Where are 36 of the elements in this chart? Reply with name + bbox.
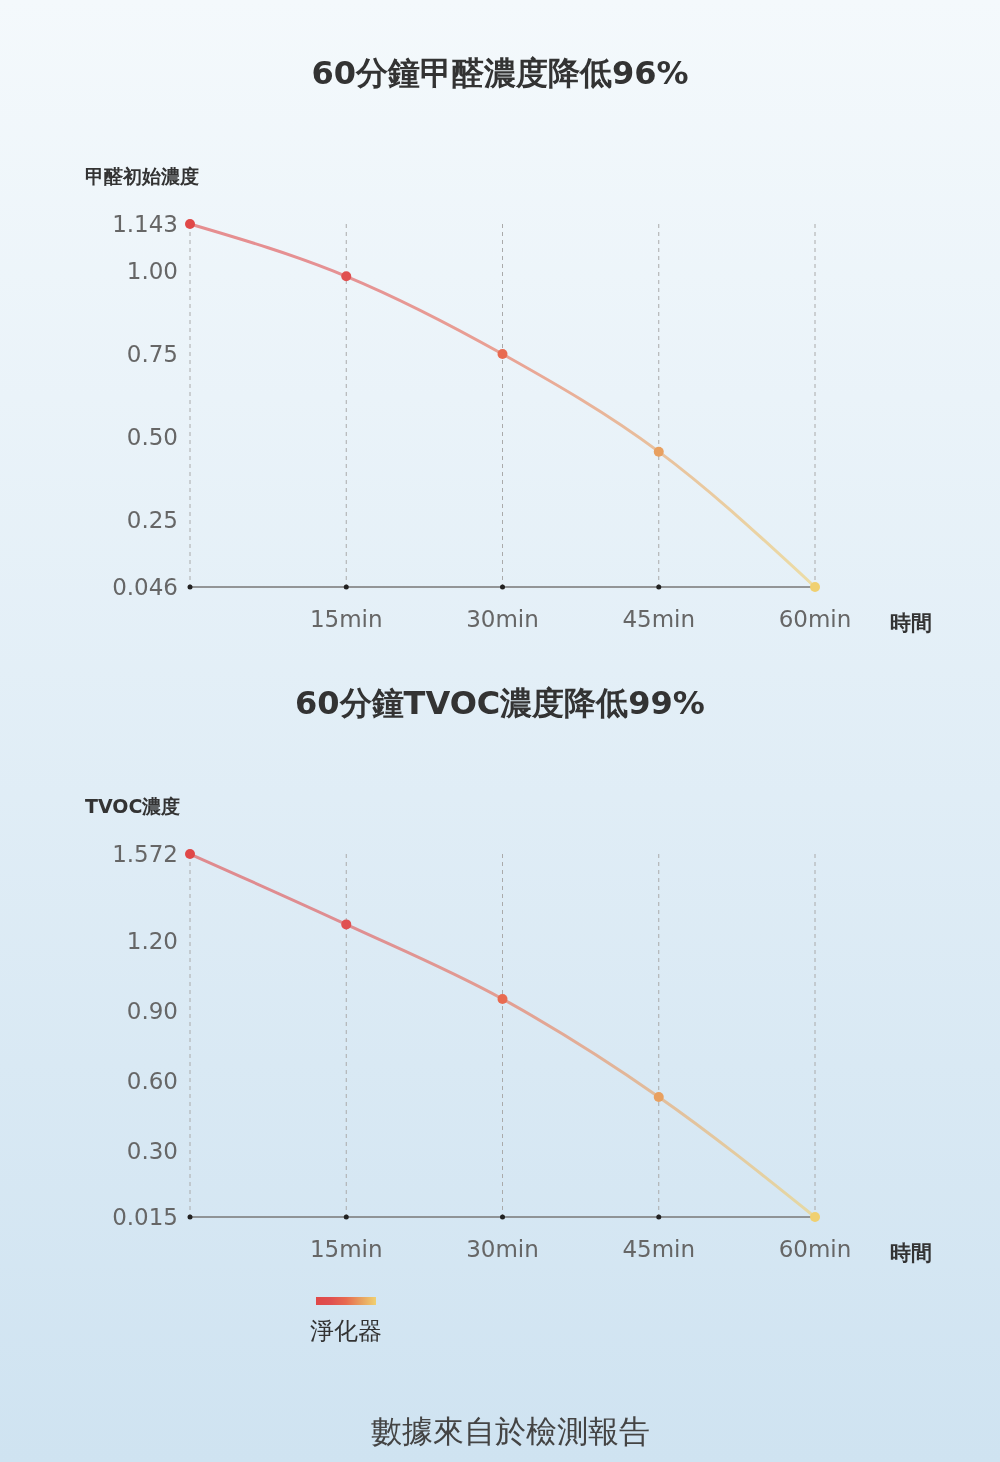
x-axis-title: 時間: [890, 611, 932, 635]
y-tick-label: 1.143: [112, 211, 178, 238]
y-tick-label: 1.572: [112, 841, 178, 868]
y-tick-label: 1.00: [126, 258, 178, 285]
y-tick-label: 0.75: [126, 341, 178, 368]
y-axis-title: 甲醛初始濃度: [85, 165, 199, 187]
point: [497, 349, 508, 360]
x-tick-label: 15min: [309, 1236, 383, 1262]
y-tick-label: 0.50: [126, 423, 178, 450]
chart-title: 60分鐘TVOC濃度降低99%: [295, 684, 705, 722]
text: 數據來自於檢測報告: [370, 1413, 650, 1449]
y-tick-label: 0.015: [112, 1204, 178, 1231]
chart-title: 60分鐘甲醛濃度降低96%: [311, 54, 689, 92]
y-tick-label: 0.30: [126, 1137, 178, 1164]
y-tick-label: 1.20: [126, 927, 178, 954]
x-tick-label: 60min: [778, 1236, 852, 1262]
point: [653, 1091, 664, 1102]
x-tick-label: 15min: [309, 606, 383, 632]
y-tick-label: 0.25: [126, 506, 178, 533]
point: [341, 271, 352, 282]
y-tick-label: 0.90: [126, 997, 178, 1024]
point: [653, 446, 664, 457]
y-axis-title: TVOC濃度: [85, 795, 181, 817]
x-axis-title: 時間: [890, 1241, 932, 1265]
legend-label: 淨化器: [310, 1317, 382, 1345]
x-tick-label: 30min: [466, 606, 539, 632]
point: [185, 849, 195, 859]
x-tick-label: 30min: [466, 1236, 539, 1262]
x-tick-label: 45min: [622, 1236, 696, 1262]
y-tick-label: 0.60: [126, 1067, 178, 1094]
y-tick-label: 0.046: [112, 574, 178, 601]
x-tick-label: 45min: [622, 606, 696, 632]
point: [185, 219, 195, 229]
point: [497, 994, 508, 1005]
point: [341, 919, 352, 930]
x-tick-label: 60min: [778, 606, 852, 632]
